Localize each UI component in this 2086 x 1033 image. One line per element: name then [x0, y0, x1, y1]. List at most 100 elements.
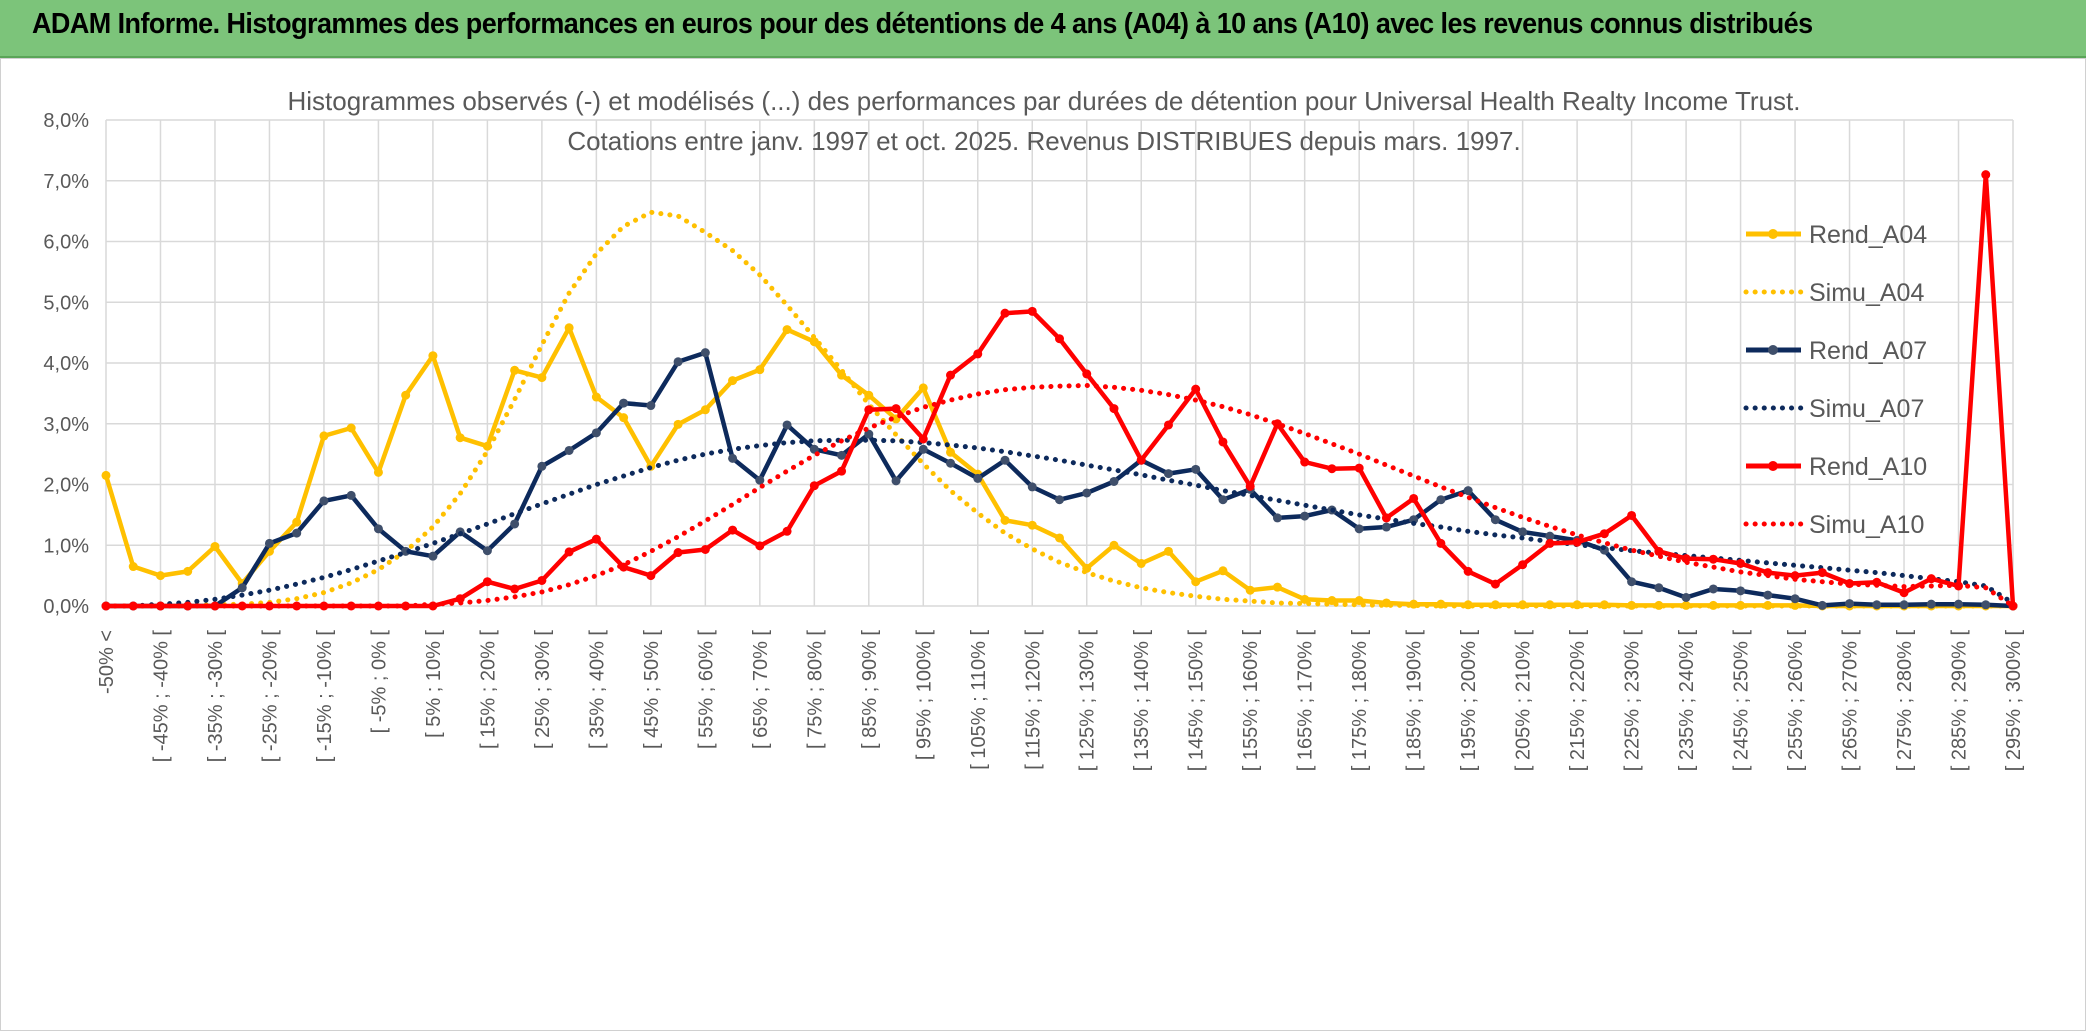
- legend-label: Rend_A04: [1809, 221, 1927, 249]
- data-point: [537, 575, 547, 585]
- data-point: [1218, 437, 1228, 447]
- x-tick-label: [ 175% ; 180% [: [1349, 630, 1371, 772]
- x-tick-label: [ 85% ; 90% [: [859, 630, 881, 749]
- x-tick-label: [ -5% ; 0% [: [368, 630, 390, 734]
- x-tick-label: [ 195% ; 200% [: [1458, 630, 1480, 772]
- data-point: [1545, 531, 1555, 541]
- data-point: [1736, 586, 1746, 596]
- data-point: [1055, 533, 1064, 543]
- data-point: [319, 496, 329, 506]
- data-point: [1899, 588, 1909, 598]
- data-point: [973, 473, 983, 483]
- data-point: [1845, 599, 1855, 609]
- data-point: [101, 470, 111, 480]
- x-tick-label: [ 75% ; 80% [: [804, 630, 826, 749]
- data-point: [183, 566, 193, 576]
- data-point: [1926, 574, 1936, 584]
- series-line: [103, 437, 2016, 609]
- legend-item-rend-a07[interactable]: Rend_A07: [1746, 337, 1927, 365]
- data-point: [1572, 537, 1582, 547]
- x-tick-label: [ 105% ; 110% [: [968, 630, 990, 770]
- series-simu-a04: [103, 209, 2016, 609]
- x-tick-label: [ 25% ; 30% [: [532, 630, 554, 749]
- data-point: [728, 376, 738, 386]
- data-point: [1136, 558, 1146, 568]
- x-tick-label: [ 65% ; 70% [: [750, 630, 772, 749]
- series-line: [106, 350, 2014, 609]
- series-simu-a10: [103, 383, 2016, 609]
- data-point: [155, 571, 165, 581]
- data-point: [1245, 481, 1255, 491]
- data-point: [373, 524, 383, 534]
- x-tick-label: [ 205% ; 210% [: [1513, 630, 1535, 772]
- legend-marker: [1768, 461, 1778, 471]
- legend-item-simu-a10[interactable]: Simu_A10: [1743, 511, 1924, 539]
- data-point: [1681, 600, 1691, 610]
- data-point: [1654, 600, 1664, 610]
- data-point: [1627, 510, 1637, 520]
- data-point: [292, 528, 302, 538]
- legend-item-simu-a04[interactable]: Simu_A04: [1743, 279, 1924, 307]
- data-point: [564, 547, 574, 557]
- data-point: [1272, 582, 1282, 592]
- data-point: [755, 541, 765, 551]
- data-point: [1817, 568, 1827, 578]
- data-point: [510, 365, 520, 375]
- data-point: [373, 467, 383, 477]
- y-tick-label: 4,0%: [43, 353, 89, 375]
- data-point: [319, 431, 329, 441]
- data-point: [946, 458, 956, 468]
- data-point: [673, 548, 683, 558]
- data-point: [1109, 476, 1119, 486]
- legend-marker: [1768, 229, 1778, 239]
- data-point: [1899, 600, 1909, 610]
- data-point: [482, 546, 492, 556]
- report-banner: ADAM Informe. Histogrammes des performan…: [0, 0, 2086, 58]
- x-tick-label: [ 235% ; 240% [: [1676, 630, 1698, 772]
- data-point: [1545, 538, 1555, 548]
- series-rend-a10: [101, 170, 2018, 611]
- data-point: [237, 583, 247, 593]
- data-point: [564, 323, 574, 333]
- legend-item-rend-a10[interactable]: Rend_A10: [1746, 453, 1927, 481]
- x-tick-label: [ 95% ; 100% [: [913, 630, 935, 761]
- data-point: [946, 370, 956, 380]
- data-point: [1027, 520, 1037, 530]
- legend-item-simu-a07[interactable]: Simu_A07: [1743, 395, 1924, 423]
- y-tick-label: 7,0%: [43, 171, 89, 193]
- data-point: [809, 337, 819, 347]
- y-axis-tick-labels: 0,0% 1,0% 2,0% 3,0% 4,0% 5,0% 6,0% 7,0% 8,0%: [43, 110, 89, 618]
- y-tick-label: 8,0%: [43, 110, 89, 132]
- data-point: [1436, 495, 1446, 505]
- y-tick-label: 2,0%: [43, 475, 89, 497]
- data-point: [1872, 600, 1882, 610]
- data-point: [1409, 515, 1419, 525]
- legend[interactable]: Rend_A04 Simu_A04 Rend_A07 Simu_A07 Rend_A10…: [1743, 221, 1927, 539]
- data-point: [292, 517, 302, 527]
- data-point: [837, 450, 847, 460]
- x-tick-label: [ 185% ; 190% [: [1404, 630, 1426, 772]
- gridlines: [105, 119, 2014, 607]
- data-point: [1681, 592, 1691, 602]
- data-point: [1463, 566, 1473, 576]
- data-point: [1654, 546, 1664, 556]
- x-tick-label: [ 5% ; 10% [: [423, 630, 445, 738]
- x-tick-label: [ 145% ; 150% [: [1186, 630, 1208, 772]
- data-point: [782, 325, 792, 335]
- data-point: [755, 475, 765, 485]
- chart-area: Histogrammes observés (-) et modélisés (…: [0, 58, 2086, 1031]
- data-point: [700, 405, 710, 415]
- series-rend-a04: [101, 323, 2018, 611]
- data-point: [591, 534, 601, 544]
- data-point: [1109, 404, 1119, 414]
- legend-item-rend-a04[interactable]: Rend_A04: [1746, 221, 1927, 249]
- data-point: [1790, 571, 1800, 581]
- data-point: [1354, 524, 1364, 534]
- data-point: [128, 562, 138, 572]
- data-series: [101, 170, 2018, 611]
- data-point: [1954, 599, 1964, 609]
- data-point: [1163, 469, 1173, 479]
- x-tick-label: [ 15% ; 20% [: [477, 630, 499, 749]
- data-point: [1436, 538, 1446, 548]
- histogram-chart: Histogrammes observés (-) et modélisés (…: [43, 86, 2025, 772]
